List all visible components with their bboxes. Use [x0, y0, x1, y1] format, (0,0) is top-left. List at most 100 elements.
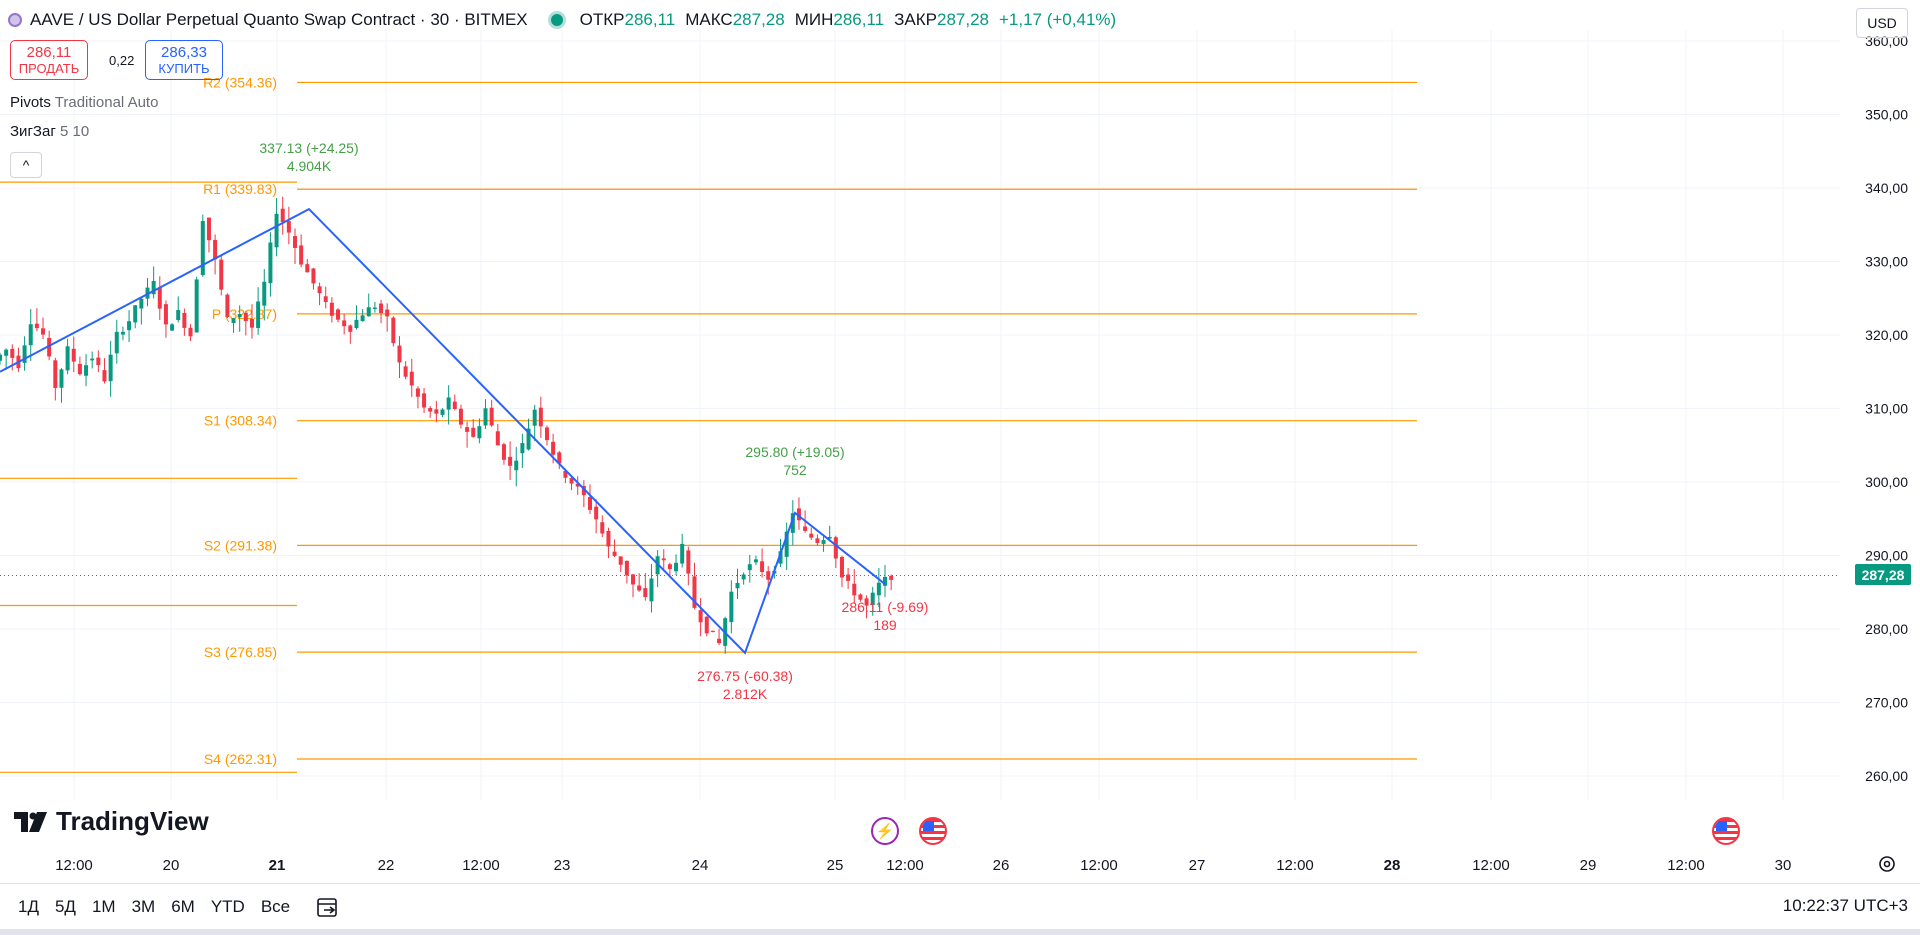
candle-body [717, 638, 722, 644]
us-flag-event-icon[interactable] [919, 817, 947, 845]
candle-body [71, 348, 76, 362]
market-status-icon[interactable] [547, 11, 566, 29]
candle-body [698, 610, 703, 623]
close-label: ЗАКР [894, 10, 937, 29]
x-tick-label: 12:00 [1276, 857, 1314, 874]
bottom-toolbar: 1Д 5Д 1М 3М 6М YTD Все [0, 883, 1920, 930]
x-tick-label: 22 [378, 857, 395, 874]
y-tick-label: 340,00 [1865, 180, 1908, 196]
candle-body [280, 208, 285, 223]
candle-body [194, 279, 199, 333]
spread-value: 0,22 [109, 53, 135, 68]
candle-body [710, 630, 715, 632]
candle-body [293, 236, 297, 248]
x-tick-label: 28 [1384, 857, 1401, 874]
range-1d-button[interactable]: 1Д [18, 897, 39, 916]
candle-body [827, 536, 832, 539]
indicator-zigzag[interactable]: ЗигЗаг 5 10 [10, 123, 89, 140]
candle-body [41, 328, 46, 335]
tradingview-logo[interactable]: TradingView [14, 806, 209, 837]
candle-body [747, 564, 752, 571]
candle-body [575, 483, 580, 487]
candle-body [839, 557, 844, 578]
y-tick-label: 330,00 [1865, 254, 1908, 270]
range-all-button[interactable]: Все [260, 897, 291, 916]
candle-body [508, 456, 513, 466]
candle-body [342, 320, 347, 327]
sell-price: 286,11 [26, 43, 72, 61]
y-tick-label: 280,00 [1865, 621, 1908, 637]
candle-body [34, 323, 39, 329]
symbol-title[interactable]: AAVE / US Dollar Perpetual Quanto Swap C… [30, 10, 528, 29]
low-label: МИН [794, 10, 834, 29]
candle-body [22, 345, 27, 363]
pivot-label: S1 (308.34) [204, 413, 277, 429]
candle-body [778, 551, 783, 564]
candle-body [760, 561, 765, 573]
collapse-legend-button[interactable]: ^ [10, 152, 42, 178]
candle-body [815, 538, 820, 543]
gear-icon[interactable] [1876, 853, 1898, 875]
currency-select[interactable]: USD [1856, 8, 1908, 38]
candle-body [883, 576, 887, 586]
x-tick-label: 23 [554, 857, 571, 874]
us-flag-event-icon[interactable] [1712, 817, 1740, 845]
high-label: МАКС [685, 10, 733, 29]
candle-body [151, 280, 156, 295]
zigzag-params: 5 10 [59, 123, 90, 140]
candle-body [612, 551, 617, 556]
candle-body [385, 309, 390, 317]
candle-body [249, 318, 254, 328]
candle-body [766, 571, 771, 580]
x-tick-label: 26 [993, 857, 1010, 874]
candle-body [692, 576, 697, 608]
candle-body [200, 221, 205, 276]
x-tick-label: 12:00 [1080, 857, 1118, 874]
candle-body [274, 213, 279, 248]
pivot-label: S3 (276.85) [204, 644, 277, 660]
x-tick-label: 12:00 [55, 857, 93, 874]
candle-body [588, 497, 592, 510]
candle-body [329, 302, 334, 316]
clock-timezone[interactable]: 10:22:37 UTC+3 [1782, 896, 1908, 915]
flash-event-icon[interactable]: ⚡ [871, 817, 899, 845]
candle-body [422, 393, 427, 408]
candle-body [514, 460, 519, 471]
x-tick-label: 12:00 [1667, 857, 1705, 874]
open-label: ОТКР [579, 10, 625, 29]
candle-body [59, 369, 64, 388]
buy-price: 286,33 [161, 43, 207, 61]
range-1m-button[interactable]: 1М [91, 897, 116, 916]
candle-body [286, 221, 291, 233]
candle-body [372, 307, 377, 309]
candle-body [354, 319, 359, 329]
candle-body [563, 470, 568, 478]
candle-body [366, 307, 371, 317]
candle-body [206, 217, 211, 241]
candle-body [809, 533, 814, 538]
calendar-goto-icon[interactable] [314, 893, 342, 921]
y-tick-label: 310,00 [1865, 401, 1908, 417]
sell-button[interactable]: 286,11 ПРОДАТЬ [10, 40, 88, 80]
range-3m-button[interactable]: 3М [131, 897, 156, 916]
candle-body [735, 582, 740, 589]
indicator-pivots[interactable]: Pivots Traditional Auto [10, 94, 158, 111]
candle-body [243, 312, 248, 321]
chart-legend: AAVE / US Dollar Perpetual Quanto Swap C… [8, 8, 1116, 32]
pivots-name: Pivots [10, 94, 51, 111]
zigzag-name: ЗигЗаг [10, 123, 56, 140]
candle-body [415, 388, 420, 397]
candle-body [852, 583, 857, 596]
range-5d-button[interactable]: 5Д [54, 897, 76, 916]
candle-body [47, 337, 52, 357]
candle-body [489, 407, 494, 426]
candle-body [139, 298, 144, 309]
x-tick-label: 21 [269, 857, 286, 874]
range-ytd-button[interactable]: YTD [210, 897, 245, 916]
buy-button[interactable]: 286,33 КУПИТЬ [145, 40, 223, 80]
range-6m-button[interactable]: 6М [171, 897, 195, 916]
y-tick-label: 290,00 [1865, 548, 1908, 564]
tradingview-logo-icon [14, 811, 47, 832]
candle-body [348, 325, 353, 332]
